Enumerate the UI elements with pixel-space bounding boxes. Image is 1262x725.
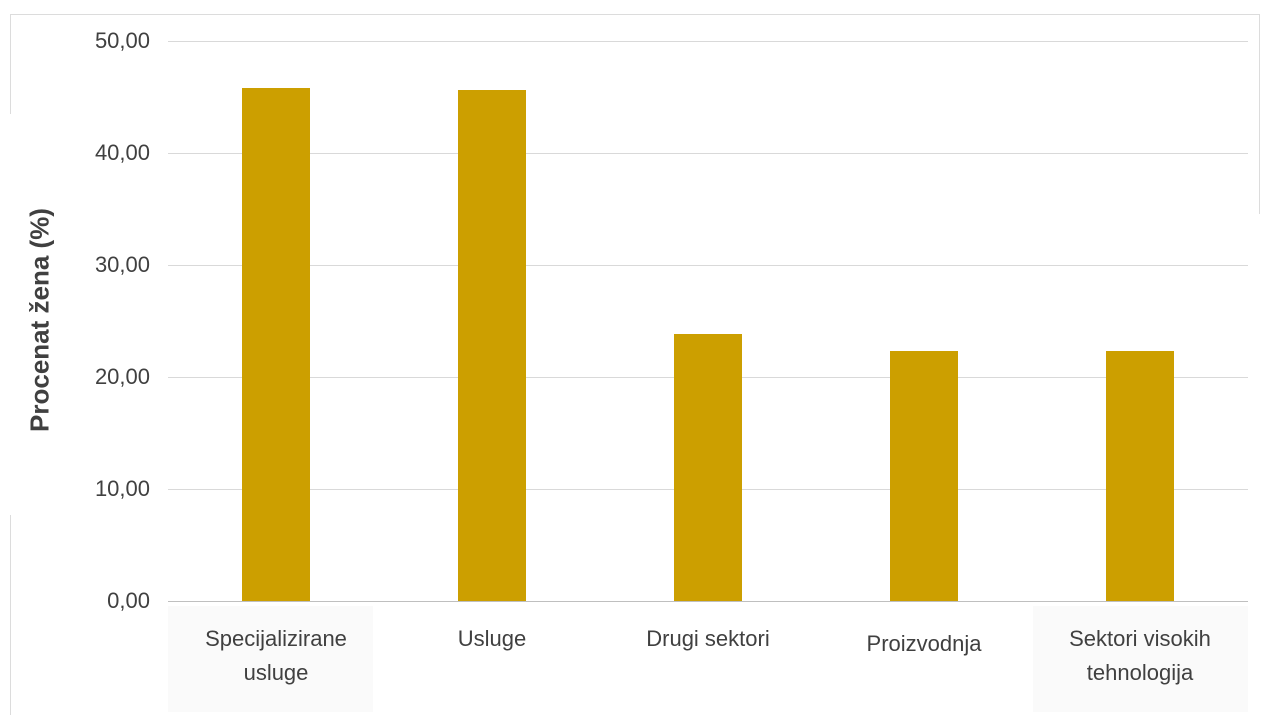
xtick-background [1033, 606, 1248, 712]
x-tick-line: Usluge [457, 626, 527, 651]
x-tick-line: Specijalizirane [205, 626, 347, 651]
x-tick-label: Sektori visokih tehnologija [1030, 622, 1250, 690]
frame-right [1259, 14, 1260, 214]
x-tick-line: Drugi sektori [646, 626, 770, 651]
frame-left [10, 14, 11, 114]
x-tick-label: Drugi sektori [598, 622, 818, 656]
bar [890, 351, 958, 601]
gridline [168, 41, 1248, 42]
frame-left-lower [10, 515, 11, 715]
y-axis-label: Procenat žena (%) [24, 208, 55, 432]
x-tick-label: Proizvodnja [814, 627, 1034, 661]
xtick-background [168, 606, 373, 712]
bar [674, 334, 742, 601]
x-axis-line [168, 601, 1248, 602]
bar [242, 88, 310, 601]
y-tick-label: 50,00 [94, 28, 150, 53]
x-tick-label: Usluge [382, 622, 602, 656]
x-tick-line: usluge [243, 660, 309, 685]
gridline [168, 265, 1248, 266]
y-tick-label: 20,00 [94, 364, 150, 389]
y-tick-label: 10,00 [94, 476, 150, 501]
y-tick-label: 0,00 [107, 588, 150, 613]
bar [1106, 351, 1174, 601]
x-tick-line: Sektori visokih [1069, 626, 1211, 651]
y-tick-label: 30,00 [94, 252, 150, 277]
x-tick-line: Proizvodnja [866, 631, 982, 656]
y-tick-label: 40,00 [94, 140, 150, 165]
x-tick-label: Specijalizirane usluge [166, 622, 386, 690]
frame-top [10, 14, 1260, 15]
bar [458, 90, 526, 601]
x-tick-line: tehnologija [1086, 660, 1194, 685]
gridline [168, 153, 1248, 154]
